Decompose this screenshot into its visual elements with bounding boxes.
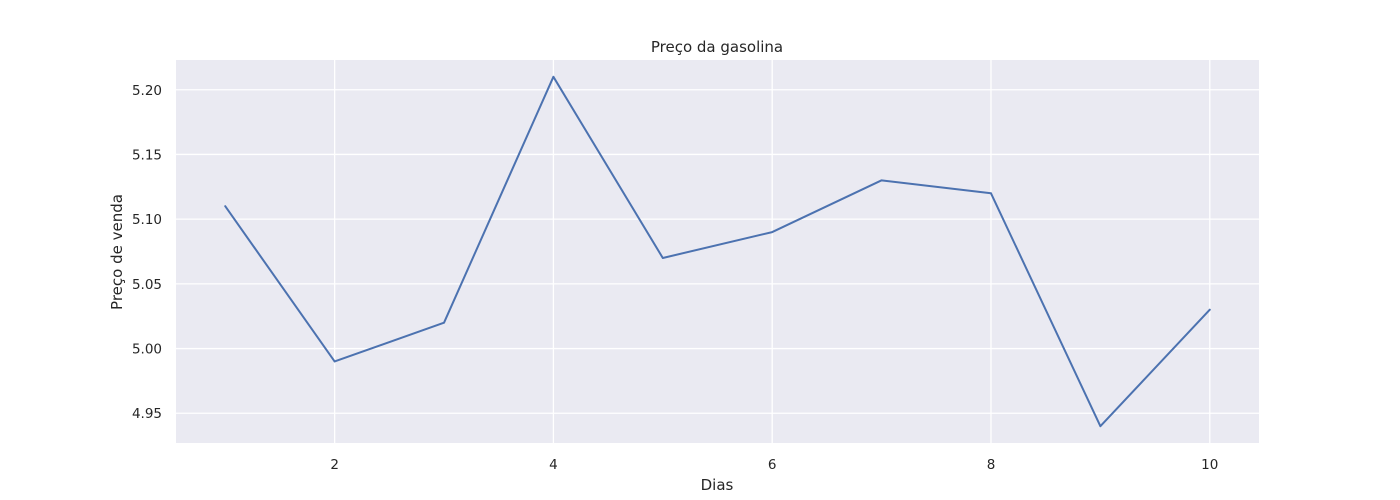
data-point-10 [1208,308,1211,311]
series-line-1 [224,75,1211,428]
x-axis-ticks: 2 4 6 8 10 [330,457,1218,473]
data-point-8 [990,192,992,195]
x-tick-label-4: 4 [549,457,558,473]
y-tick-label-5.05: 5.05 [132,277,162,293]
data-point-1 [224,205,227,208]
y-tick-label-5.20: 5.20 [132,83,162,99]
y-axis-ticks: 4.95 5.00 5.05 5.10 5.15 5.20 [132,83,162,422]
series-layer [224,75,1211,428]
x-tick-label-8: 8 [987,457,996,473]
data-point-4 [552,76,555,78]
chart-title: Preço da gasolina [651,38,783,56]
data-point-6 [771,231,773,233]
data-point-5 [662,257,664,259]
data-point-7 [880,179,883,182]
y-axis-label: Preço de venda [108,194,126,310]
data-point-3 [443,321,445,324]
data-point-9 [1099,425,1102,427]
grid-lines [176,60,1259,443]
plot-area [176,60,1259,443]
y-tick-label-5.00: 5.00 [132,342,162,358]
y-tick-label-5.10: 5.10 [132,212,162,228]
x-tick-label-6: 6 [768,457,777,473]
x-tick-label-10: 10 [1201,457,1218,473]
x-tick-label-2: 2 [330,457,339,473]
data-point-2 [333,360,336,363]
y-tick-label-4.95: 4.95 [132,406,162,422]
y-tick-label-5.15: 5.15 [132,147,162,163]
x-axis-label: Dias [701,476,734,494]
